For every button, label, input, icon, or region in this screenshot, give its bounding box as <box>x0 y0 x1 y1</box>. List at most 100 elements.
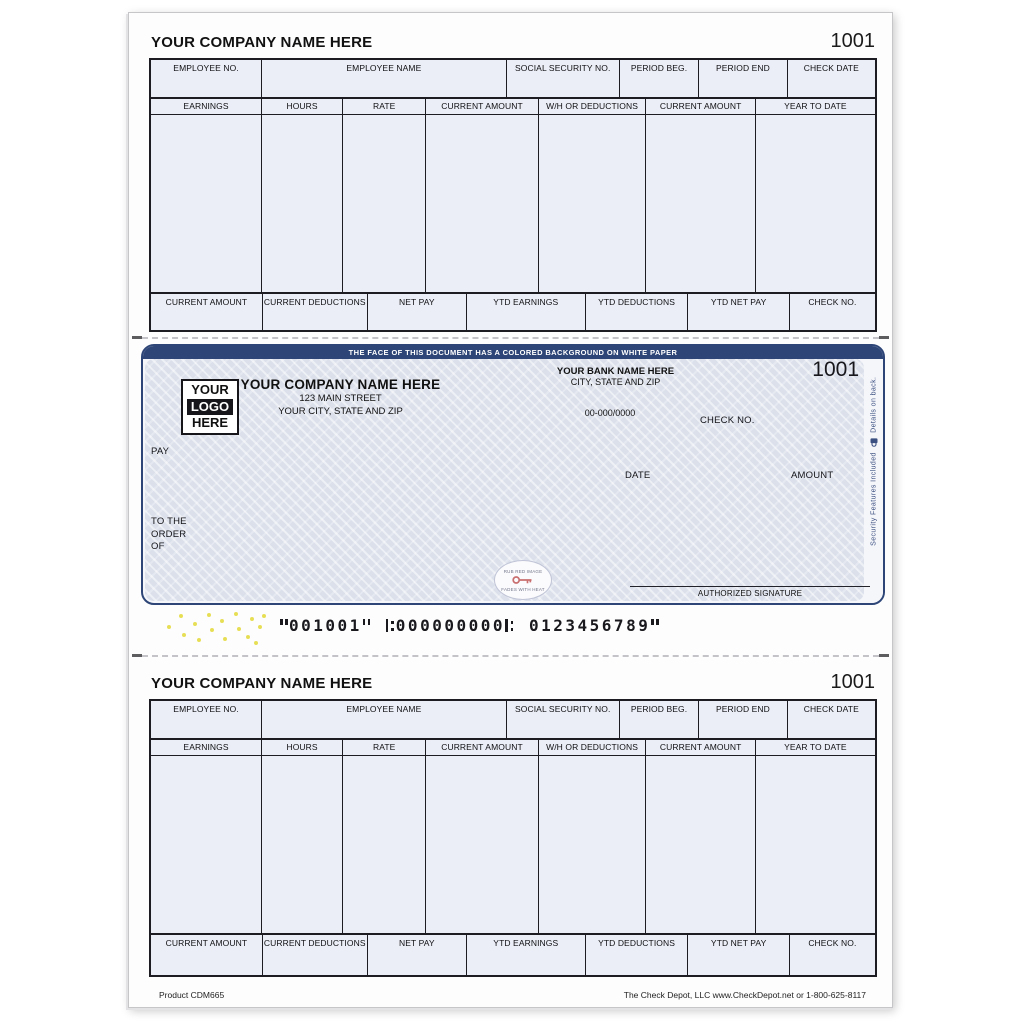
total-ytd-earnings: YTD EARNINGS <box>465 294 585 330</box>
header-current-amount: CURRENT AMOUNT <box>425 740 538 755</box>
top-stub-header: YOUR COMPANY NAME HERE 1001 <box>149 26 877 51</box>
micr-routing-number: 000000000 <box>395 616 505 635</box>
amount-label: AMOUNT <box>791 470 834 481</box>
hours-cell <box>261 115 343 292</box>
total-check-no: CHECK NO. <box>788 935 875 975</box>
header-check-date: CHECK DATE <box>786 701 875 738</box>
earnings-header-row: EARNINGS HOURS RATE CURRENT AMOUNT W/H O… <box>151 97 875 114</box>
header-year-to-date: YEAR TO DATE <box>754 740 875 755</box>
paycheck-form-sheet: YOUR COMPANY NAME HERE 1001 EMPLOYEE NO.… <box>128 12 893 1008</box>
year-to-date-cell <box>754 756 875 933</box>
current-amount-cell <box>425 115 538 292</box>
total-net-pay: NET PAY <box>366 935 466 975</box>
total-current-deductions: CURRENT DEDUCTIONS <box>261 294 367 330</box>
side-note-text1: Security Features Included <box>870 451 877 546</box>
routing-fraction: 00-000/0000 <box>584 408 636 418</box>
totals-row: CURRENT AMOUNT CURRENT DEDUCTIONS NET PA… <box>151 933 875 975</box>
company-name: YOUR COMPANY NAME HERE <box>151 34 373 51</box>
security-dots <box>163 611 167 615</box>
on-us-symbol <box>279 618 289 633</box>
total-net-pay: NET PAY <box>366 294 466 330</box>
total-current-deductions: CURRENT DEDUCTIONS <box>261 935 367 975</box>
earnings-body-row <box>151 114 875 292</box>
bottom-stub-header: YOUR COMPANY NAME HERE 1001 <box>149 667 877 692</box>
employee-info-row: EMPLOYEE NO. EMPLOYEE NAME SOCIAL SECURI… <box>151 60 875 97</box>
order-line-3: OF <box>151 541 165 552</box>
micr-check-number: 001001 <box>289 616 362 635</box>
header-hours: HOURS <box>261 99 343 114</box>
header-period-beg: PERIOD BEG. <box>618 60 699 97</box>
header-employee-no: EMPLOYEE NO. <box>151 701 262 738</box>
on-us-symbol <box>362 618 372 633</box>
date-label: DATE <box>625 470 651 481</box>
header-hours: HOURS <box>261 740 343 755</box>
key-icon <box>512 575 534 586</box>
header-period-end: PERIOD END <box>698 701 787 738</box>
logo-line-3: HERE <box>191 415 229 431</box>
header-rate: RATE <box>342 740 426 755</box>
payer-address-1: 123 MAIN STREET <box>299 393 382 404</box>
total-ytd-earnings: YTD EARNINGS <box>465 935 585 975</box>
heat-sensitive-seal: RUB RED IMAGE FADES WITH HEAT <box>494 560 552 600</box>
totals-row: CURRENT AMOUNT CURRENT DEDUCTIONS NET PA… <box>151 292 875 330</box>
wh-deductions-cell <box>537 115 646 292</box>
side-note-text2: Details on back. <box>870 376 877 433</box>
hours-cell <box>261 756 343 933</box>
on-us-symbol <box>650 618 660 633</box>
check-number: 1001 <box>812 358 859 381</box>
header-wh-deductions: W/H OR DEDUCTIONS <box>537 740 646 755</box>
pay-label: PAY <box>151 446 170 457</box>
transit-symbol <box>385 618 396 633</box>
year-to-date-cell <box>754 115 875 292</box>
header-rate: RATE <box>342 99 426 114</box>
bottom-stub: YOUR COMPANY NAME HERE 1001 EMPLOYEE NO.… <box>129 667 892 977</box>
perforation-line <box>132 336 889 339</box>
bank-address: CITY, STATE AND ZIP <box>570 377 661 387</box>
total-current-amount: CURRENT AMOUNT <box>151 935 262 975</box>
bank-block: YOUR BANK NAME HERE CITY, STATE AND ZIP <box>523 366 708 388</box>
logo-line-2: LOGO <box>186 398 234 416</box>
header-year-to-date: YEAR TO DATE <box>754 99 875 114</box>
total-current-amount: CURRENT AMOUNT <box>151 294 262 330</box>
payer-address-2: YOUR CITY, STATE AND ZIP <box>278 406 403 417</box>
header-current-amount-2: CURRENT AMOUNT <box>645 740 755 755</box>
total-ytd-net-pay: YTD NET PAY <box>687 294 789 330</box>
check: THE FACE OF THIS DOCUMENT HAS A COLORED … <box>141 344 885 605</box>
earnings-header-row: EARNINGS HOURS RATE CURRENT AMOUNT W/H O… <box>151 738 875 755</box>
transit-symbol <box>505 618 515 633</box>
micr-line: 001001 000000000 0123456789 <box>279 616 660 635</box>
header-ssn: SOCIAL SECURITY NO. <box>505 60 619 97</box>
security-banner: THE FACE OF THIS DOCUMENT HAS A COLORED … <box>143 346 883 359</box>
header-period-beg: PERIOD BEG. <box>618 701 699 738</box>
order-line-2: ORDER <box>151 528 187 540</box>
sheet-footer: Product CDM665 The Check Depot, LLC www.… <box>129 990 892 1000</box>
wh-deductions-cell <box>537 756 646 933</box>
header-check-date: CHECK DATE <box>786 60 875 97</box>
header-ssn: SOCIAL SECURITY NO. <box>505 701 619 738</box>
payer-company-name: YOUR COMPANY NAME HERE <box>240 377 441 392</box>
padlock-icon <box>870 438 878 447</box>
micr-band: 001001 000000000 0123456789 <box>141 605 892 650</box>
header-wh-deductions: W/H OR DEDUCTIONS <box>537 99 646 114</box>
side-rail: Security Features Included Details on ba… <box>864 359 883 603</box>
earnings-cell <box>151 115 262 292</box>
product-code: Product CDM665 <box>159 990 225 1000</box>
order-line-1: TO THE <box>151 516 187 527</box>
rate-cell <box>342 756 426 933</box>
check-no-label: CHECK NO. <box>700 415 755 426</box>
logo-placeholder: YOUR LOGO HERE <box>181 379 239 435</box>
current-amount-cell-2 <box>645 115 755 292</box>
earnings-body-row <box>151 755 875 933</box>
total-ytd-deductions: YTD DEDUCTIONS <box>584 294 688 330</box>
payroll-table: EMPLOYEE NO. EMPLOYEE NAME SOCIAL SECURI… <box>149 699 877 977</box>
payer-company-block: YOUR COMPANY NAME HERE 123 MAIN STREET Y… <box>228 377 453 418</box>
perforation-line <box>132 654 889 657</box>
total-check-no: CHECK NO. <box>788 294 875 330</box>
header-earnings: EARNINGS <box>151 99 262 114</box>
top-stub: YOUR COMPANY NAME HERE 1001 EMPLOYEE NO.… <box>129 26 892 332</box>
company-name: YOUR COMPANY NAME HERE <box>151 675 373 692</box>
header-current-amount-2: CURRENT AMOUNT <box>645 99 755 114</box>
header-employee-name: EMPLOYEE NAME <box>261 701 506 738</box>
header-earnings: EARNINGS <box>151 740 262 755</box>
earnings-cell <box>151 756 262 933</box>
